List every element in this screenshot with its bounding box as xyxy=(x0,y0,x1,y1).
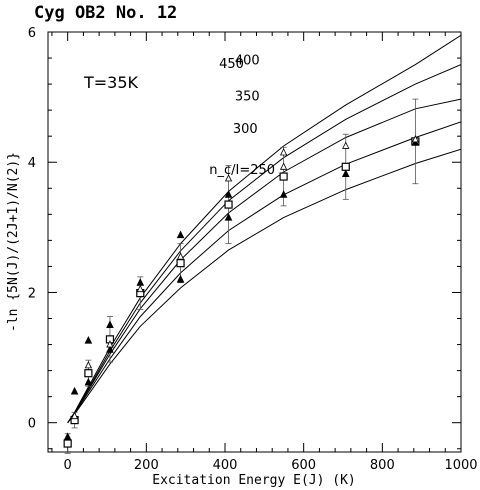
filled-triangle-point xyxy=(84,377,93,386)
open-triangle-point xyxy=(411,135,420,143)
x-tick-label: 800 xyxy=(370,458,395,473)
open-square-point xyxy=(279,172,288,181)
open-square-point xyxy=(176,259,185,268)
filled-triangle-point xyxy=(224,212,233,221)
open-square-point xyxy=(224,200,233,209)
curve-label: 400 xyxy=(235,54,260,69)
filled-triangle-point xyxy=(106,320,114,329)
filled-triangle-point xyxy=(70,386,79,395)
open-square-point xyxy=(84,369,93,378)
curve-label: 450 xyxy=(219,57,244,72)
model-curves xyxy=(67,34,461,424)
x-tick-label: 200 xyxy=(134,458,159,473)
curve-label: 350 xyxy=(235,89,260,104)
curve-label: n_c/I=250 xyxy=(209,163,275,178)
open-triangle-point xyxy=(136,284,144,293)
open-triangle-point xyxy=(70,411,79,420)
x-tick-label: 400 xyxy=(213,458,238,473)
open-triangle-point xyxy=(342,141,350,149)
filled-triangle-point xyxy=(176,274,185,283)
y-tick-label: 6 xyxy=(28,26,36,41)
curve-label: 300 xyxy=(233,122,258,137)
filled-triangle-point xyxy=(176,230,185,239)
filled-triangle-point xyxy=(279,190,288,198)
open-triangle-point xyxy=(279,162,288,170)
x-tick-label: 0 xyxy=(64,458,72,473)
y-tick-label: 2 xyxy=(28,286,36,301)
filled-triangle-point xyxy=(136,278,145,286)
model-curve xyxy=(67,64,461,423)
filled-triangle-point xyxy=(63,432,72,441)
plot-frame xyxy=(47,31,462,453)
temperature-annotation: T=35K xyxy=(83,73,139,92)
open-square-point xyxy=(63,439,72,448)
y-axis-label: -ln {5N(J)/(2J+1)/N(2)} xyxy=(6,152,21,332)
filled-triangle-point xyxy=(84,336,93,344)
filled-triangle-point xyxy=(224,190,233,198)
open-triangle-point xyxy=(106,340,114,348)
chart-title: Cyg OB2 No. 12 xyxy=(34,3,177,23)
filled-triangle-point xyxy=(341,169,350,177)
open-triangle-point xyxy=(224,174,233,182)
open-triangle-point xyxy=(84,361,93,369)
model-curve xyxy=(67,98,461,423)
open-triangle-point xyxy=(279,148,288,156)
axis-ticks: 0 200 400 600 800 1000 0 2 4 6 xyxy=(28,26,478,473)
model-curve xyxy=(67,148,461,424)
x-axis-label: Excitation Energy E(J) (K) xyxy=(152,473,356,488)
y-tick-label: 4 xyxy=(28,156,36,171)
open-triangle-point xyxy=(176,252,185,260)
x-tick-label: 600 xyxy=(291,458,316,473)
open-square-point xyxy=(341,162,350,171)
x-tick-label: 1000 xyxy=(444,458,477,473)
observed-points xyxy=(63,98,420,454)
y-tick-label: 0 xyxy=(28,417,36,432)
filled-triangle-point xyxy=(106,345,114,353)
